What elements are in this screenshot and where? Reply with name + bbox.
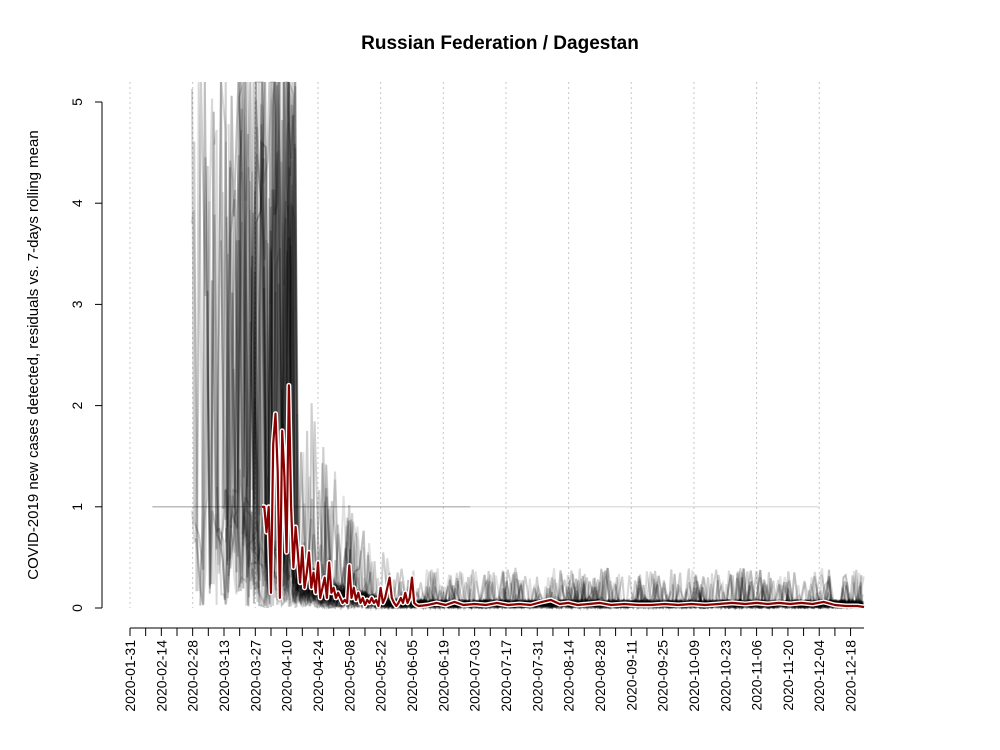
x-tick-label: 2020-10-09 xyxy=(686,640,702,712)
background-series-line xyxy=(289,115,864,611)
x-tick-label: 2020-07-31 xyxy=(529,640,545,712)
x-tick-label: 2020-02-14 xyxy=(153,640,169,712)
background-series-line xyxy=(286,82,863,611)
background-series-line xyxy=(288,114,864,611)
highlight-series-layer xyxy=(261,382,865,610)
background-series-line xyxy=(248,81,861,612)
x-tick-label: 2020-06-05 xyxy=(404,640,420,712)
background-series-line xyxy=(250,81,864,611)
background-series-line xyxy=(246,81,865,611)
x-tick-label: 2020-11-06 xyxy=(749,640,765,711)
background-series-line xyxy=(320,549,863,611)
background-series-line xyxy=(320,549,863,611)
chart-title: Russian Federation / Dagestan xyxy=(361,33,639,54)
y-tick-label: 4 xyxy=(69,199,85,207)
background-series-layer xyxy=(152,81,865,612)
x-tick-label: 2020-08-28 xyxy=(592,640,608,712)
highlight-series-line xyxy=(262,384,865,609)
background-series-line xyxy=(289,115,864,611)
background-series-line xyxy=(276,120,865,611)
background-series-line xyxy=(286,82,863,611)
x-tick-label: 2020-12-04 xyxy=(811,640,827,712)
background-series-line xyxy=(320,549,863,611)
background-series-line xyxy=(225,81,863,610)
x-tick-label: 2020-07-17 xyxy=(498,640,514,712)
x-tick-label: 2020-04-10 xyxy=(279,640,295,712)
y-tick-label: 3 xyxy=(69,300,85,308)
y-tick-label: 0 xyxy=(69,604,85,612)
axis-layer: 0 1 2 3 4 5 2020-01-31 2020-02-14 2020-02-28 2020… xyxy=(69,98,864,712)
y-tick-label: 2 xyxy=(69,401,85,409)
background-series-line xyxy=(288,114,864,611)
x-tick-label: 2020-11-20 xyxy=(780,640,796,711)
y-tick-label: 5 xyxy=(69,98,85,106)
x-tick-label: 2020-06-19 xyxy=(435,640,451,712)
x-tick-label: 2020-09-25 xyxy=(655,640,671,712)
background-series-line xyxy=(269,81,864,611)
x-tick-label: 2020-10-23 xyxy=(717,640,733,712)
background-series-line xyxy=(275,81,861,611)
background-series-line xyxy=(289,81,864,610)
x-tick-label: 2020-05-08 xyxy=(341,640,357,712)
background-series-line xyxy=(248,81,861,612)
y-axis-label: COVID-2019 new cases detected, residuals… xyxy=(25,130,42,579)
background-series-line xyxy=(270,81,864,611)
x-tick-label: 2020-12-18 xyxy=(843,640,859,712)
x-tick-label: 2020-03-13 xyxy=(216,640,232,712)
x-tick-label: 2020-09-11 xyxy=(623,640,639,711)
background-series-line xyxy=(276,120,865,611)
x-tick-label: 2020-03-27 xyxy=(247,640,263,712)
background-series-line xyxy=(199,81,862,611)
x-tick-label: 2020-04-24 xyxy=(310,640,326,712)
x-tick-label: 2020-05-22 xyxy=(373,640,389,712)
x-tick-label: 2020-07-03 xyxy=(467,640,483,712)
highlight-series-halo xyxy=(261,382,865,610)
x-tick-label: 2020-02-28 xyxy=(185,640,201,712)
background-series-line xyxy=(218,81,863,612)
x-tick-label: 2020-01-31 xyxy=(122,640,138,712)
y-tick-label: 1 xyxy=(69,503,85,511)
x-tick-label: 2020-08-14 xyxy=(561,640,577,712)
